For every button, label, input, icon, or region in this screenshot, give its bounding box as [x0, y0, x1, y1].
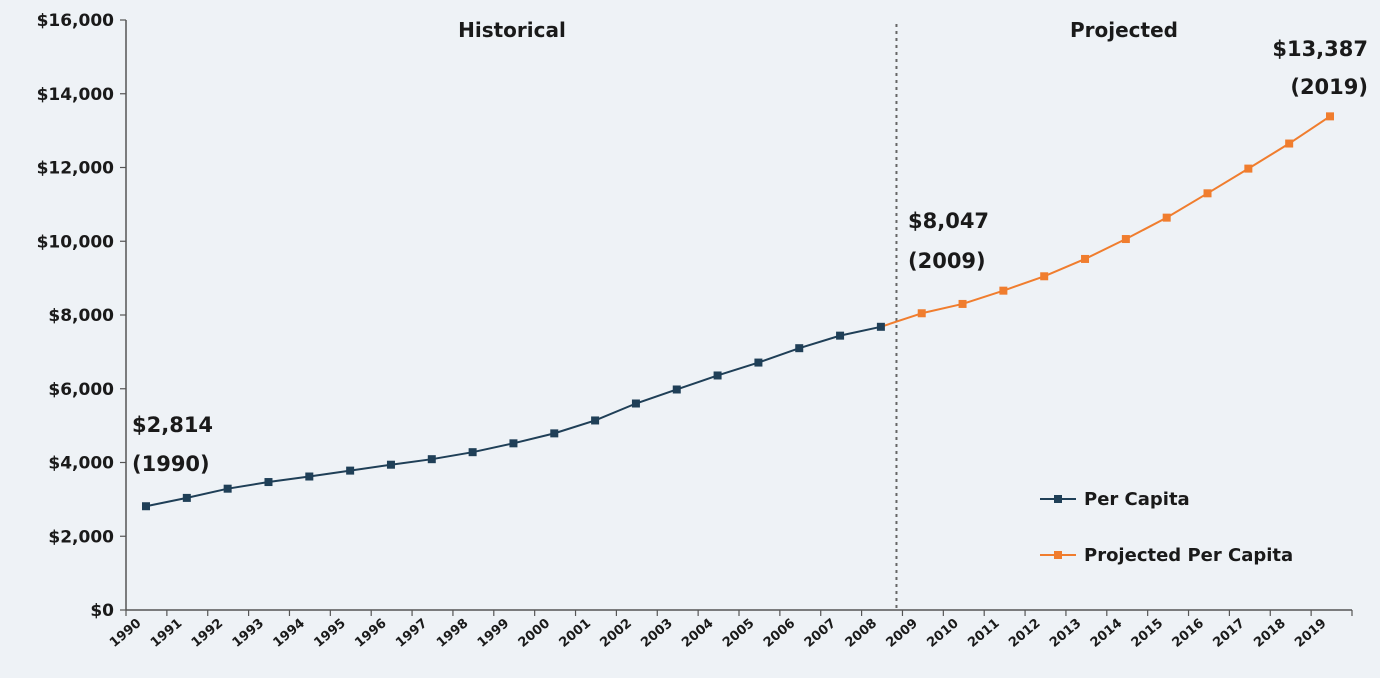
y-tick-label: $16,000 — [37, 11, 115, 31]
x-tick-label: 2003 — [638, 616, 675, 651]
x-tick-label: 2019 — [1292, 616, 1329, 651]
legend-entry-per-capita-marker — [1054, 495, 1062, 503]
annotation-year: (2019) — [1290, 75, 1368, 99]
y-tick-label: $4,000 — [48, 454, 114, 474]
data-point-per-capita — [836, 331, 845, 340]
x-tick-label: 1997 — [393, 616, 430, 651]
x-tick-label: 1994 — [271, 616, 308, 651]
x-tick-label: 2014 — [1088, 616, 1125, 651]
x-tick-label: 2008 — [843, 616, 880, 651]
series-connector-line — [880, 312, 923, 328]
x-tick-label: 2018 — [1251, 616, 1288, 651]
data-point-projected-per-capita — [1121, 235, 1130, 244]
x-tick-label: 2004 — [679, 616, 716, 651]
x-tick-label: 2000 — [516, 616, 553, 651]
y-tick-label: $12,000 — [37, 159, 115, 179]
data-point-projected-per-capita — [1285, 139, 1294, 148]
x-tick-label: 2005 — [720, 616, 757, 651]
x-tick-label: 1991 — [148, 616, 185, 651]
data-point-per-capita — [305, 472, 314, 481]
y-tick-label: $2,000 — [48, 527, 114, 547]
legend-entry-per-capita-label: Per Capita — [1084, 489, 1190, 510]
x-tick-label: 2011 — [965, 616, 1002, 651]
x-tick-label: 2001 — [557, 616, 594, 651]
y-tick-label: $10,000 — [37, 232, 115, 252]
annotation-year: (2009) — [908, 249, 986, 273]
data-point-projected-per-capita — [917, 309, 926, 318]
data-point-per-capita — [468, 448, 477, 457]
annotation-value: $8,047 — [908, 209, 989, 233]
data-point-per-capita — [223, 484, 232, 493]
data-point-projected-per-capita — [1040, 272, 1049, 281]
x-tick-label: 2013 — [1047, 616, 1084, 651]
data-point-per-capita — [346, 466, 355, 475]
series-line-per-capita — [145, 325, 882, 508]
x-tick-label: 2015 — [1129, 616, 1166, 651]
data-point-per-capita — [264, 478, 273, 487]
data-point-per-capita — [386, 460, 395, 469]
data-point-per-capita — [754, 358, 763, 367]
data-point-per-capita — [509, 439, 518, 448]
data-point-per-capita — [142, 502, 150, 511]
x-tick-label: 1998 — [434, 616, 471, 651]
data-point-per-capita — [713, 371, 722, 380]
x-tick-label: 2012 — [1006, 616, 1043, 651]
x-tick-label: 1993 — [230, 616, 267, 651]
y-tick-label: $14,000 — [37, 85, 115, 105]
data-point-projected-per-capita — [1162, 213, 1171, 222]
annotation-value: $2,814 — [132, 413, 213, 437]
data-point-per-capita — [182, 493, 191, 502]
data-point-per-capita — [672, 385, 681, 394]
x-tick-label: 1995 — [311, 616, 348, 651]
section-label-projected: Projected — [1070, 18, 1178, 42]
legend-entry-projected-per-capita-label: Projected Per Capita — [1084, 545, 1293, 566]
x-tick-label: 2007 — [802, 616, 839, 651]
annotation-value: $13,387 — [1272, 37, 1368, 61]
annotation-year: (1990) — [132, 452, 210, 476]
y-tick-label: $6,000 — [48, 380, 114, 400]
x-tick-label: 2006 — [761, 616, 798, 651]
data-point-per-capita — [876, 322, 885, 331]
x-tick-label: 2010 — [924, 616, 961, 651]
data-point-projected-per-capita — [1081, 254, 1090, 263]
data-point-per-capita — [591, 416, 600, 425]
data-point-per-capita — [550, 429, 559, 438]
data-point-per-capita — [795, 344, 804, 353]
x-tick-label: 1990 — [107, 616, 144, 651]
y-tick-label: $8,000 — [48, 306, 114, 326]
x-tick-label: 1992 — [189, 616, 226, 651]
x-tick-label: 2002 — [597, 616, 634, 651]
data-point-projected-per-capita — [1326, 112, 1334, 121]
data-point-per-capita — [427, 455, 436, 464]
data-point-projected-per-capita — [1203, 189, 1212, 198]
x-tick-label: 1999 — [475, 616, 512, 651]
data-point-projected-per-capita — [1244, 164, 1253, 173]
x-tick-label: 2009 — [884, 616, 921, 651]
data-point-per-capita — [631, 399, 640, 408]
data-point-projected-per-capita — [958, 299, 967, 308]
data-point-projected-per-capita — [999, 286, 1008, 295]
x-tick-label: 2017 — [1210, 616, 1247, 651]
y-tick-label: $0 — [90, 601, 114, 621]
section-label-historical: Historical — [458, 18, 566, 42]
x-tick-label: 2016 — [1170, 616, 1207, 651]
x-tick-label: 1996 — [352, 616, 389, 651]
legend-entry-projected-per-capita-marker — [1054, 551, 1062, 559]
